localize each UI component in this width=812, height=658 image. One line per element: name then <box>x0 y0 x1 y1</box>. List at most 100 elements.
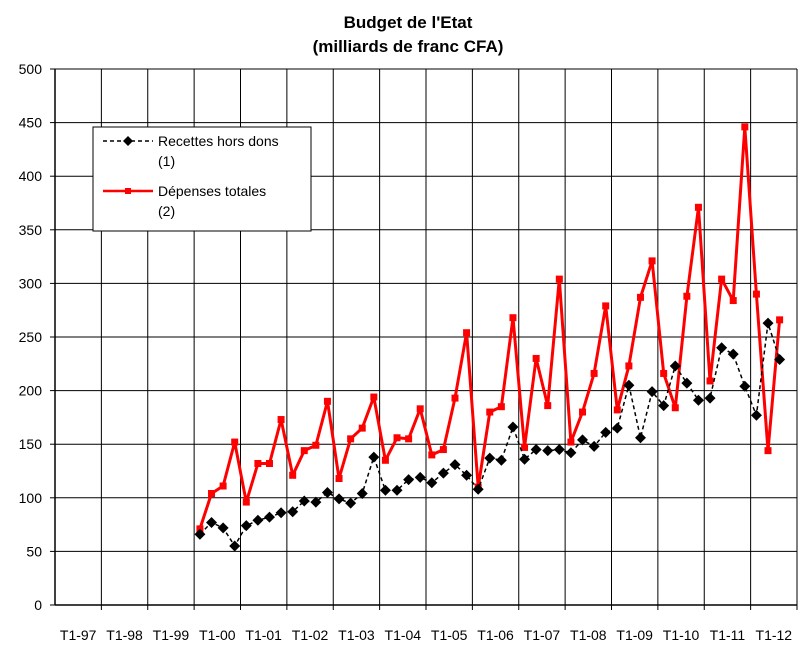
data-point-depenses <box>208 490 216 498</box>
data-point-depenses <box>486 408 494 416</box>
data-point-recettes <box>774 354 786 366</box>
data-point-recettes <box>553 444 565 456</box>
data-point-depenses <box>242 498 250 506</box>
data-point-recettes <box>565 447 577 459</box>
data-point-recettes <box>379 484 391 496</box>
data-point-recettes <box>252 514 264 526</box>
y-tick-label: 150 <box>19 436 43 452</box>
data-point-recettes <box>194 528 206 540</box>
data-point-depenses <box>289 471 297 479</box>
y-tick-label: 0 <box>34 597 42 613</box>
y-tick-label: 450 <box>19 115 43 131</box>
x-tick-label: T1-08 <box>570 627 607 643</box>
data-point-recettes <box>704 392 716 404</box>
data-point-depenses <box>718 275 726 283</box>
x-tick-label: T1-97 <box>60 627 97 643</box>
data-point-recettes <box>206 516 218 528</box>
data-point-recettes <box>333 493 345 505</box>
x-tick-label: T1-06 <box>477 627 514 643</box>
data-point-recettes <box>310 496 322 508</box>
x-tick-label: T1-07 <box>524 627 561 643</box>
data-point-depenses <box>393 434 401 442</box>
data-point-depenses <box>358 424 366 432</box>
data-point-recettes <box>287 506 299 518</box>
data-point-depenses <box>602 302 610 310</box>
legend-label-recettes-line1: Recettes hors dons <box>158 133 279 149</box>
data-point-recettes <box>426 477 438 489</box>
data-point-depenses <box>706 377 714 385</box>
data-point-recettes <box>542 445 554 457</box>
data-point-depenses <box>231 438 239 446</box>
data-point-depenses <box>636 293 644 301</box>
data-point-recettes <box>739 380 751 392</box>
data-point-recettes <box>298 495 310 507</box>
x-tick-label: T1-99 <box>153 627 190 643</box>
data-point-depenses <box>428 451 436 459</box>
data-point-recettes <box>681 377 693 389</box>
y-tick-label: 400 <box>19 168 43 184</box>
data-point-depenses <box>683 292 691 300</box>
x-tick-label: T1-03 <box>338 627 375 643</box>
x-tick-label: T1-00 <box>199 627 236 643</box>
data-point-depenses <box>729 297 737 305</box>
data-point-depenses <box>625 362 633 370</box>
data-point-depenses <box>741 123 749 131</box>
x-tick-label: T1-05 <box>431 627 468 643</box>
data-point-depenses <box>497 403 505 411</box>
data-point-depenses <box>463 329 471 337</box>
legend-marker-depenses <box>125 188 131 194</box>
data-point-depenses <box>521 443 529 451</box>
data-point-depenses <box>219 482 227 490</box>
data-point-recettes <box>356 488 368 500</box>
data-point-depenses <box>323 397 331 405</box>
data-point-depenses <box>613 406 621 414</box>
data-point-recettes <box>240 520 252 532</box>
data-point-recettes <box>727 348 739 360</box>
data-point-depenses <box>416 405 424 413</box>
data-point-recettes <box>449 459 461 471</box>
data-point-depenses <box>439 446 447 454</box>
data-point-depenses <box>312 441 320 449</box>
data-point-depenses <box>776 316 784 324</box>
data-point-depenses <box>509 314 517 322</box>
data-point-depenses <box>265 459 273 467</box>
data-point-depenses <box>370 393 378 401</box>
x-tick-label: T1-04 <box>385 627 422 643</box>
data-point-depenses <box>752 290 760 298</box>
data-point-recettes <box>750 409 762 421</box>
data-point-recettes <box>577 434 589 446</box>
legend-label-depenses-line1: Dépenses totales <box>158 183 266 199</box>
data-point-recettes <box>217 522 229 534</box>
data-point-depenses <box>300 447 308 455</box>
series-layer <box>194 123 786 552</box>
y-tick-label: 50 <box>26 543 42 559</box>
data-point-recettes <box>646 386 658 398</box>
chart-title: Budget de l'Etat <box>344 13 473 32</box>
y-tick-label: 100 <box>19 490 43 506</box>
data-point-recettes <box>321 486 333 498</box>
x-tick-label: T1-12 <box>756 627 793 643</box>
data-point-recettes <box>658 400 670 412</box>
data-point-recettes <box>263 511 275 523</box>
x-tick-label: T1-98 <box>106 627 143 643</box>
data-point-depenses <box>381 456 389 464</box>
data-point-recettes <box>588 440 600 452</box>
chart-subtitle: (milliards de franc CFA) <box>313 37 504 56</box>
data-point-recettes <box>611 422 623 434</box>
x-tick-label: T1-10 <box>663 627 700 643</box>
data-point-recettes <box>623 379 635 391</box>
data-point-depenses <box>660 369 668 377</box>
data-point-recettes <box>692 394 704 406</box>
legend-label-depenses-line2: (2) <box>158 203 175 219</box>
data-point-depenses <box>764 447 772 455</box>
data-point-depenses <box>405 435 413 443</box>
data-point-recettes <box>229 540 241 552</box>
data-point-recettes <box>484 452 496 464</box>
data-point-recettes <box>437 467 449 479</box>
y-tick-label: 250 <box>19 329 43 345</box>
y-tick-label: 500 <box>19 61 43 77</box>
axis-layer: 0 50 100 150 200 250 300 350 400 450 500 T1-97 T1-98… <box>19 61 798 643</box>
data-point-recettes <box>368 451 380 463</box>
